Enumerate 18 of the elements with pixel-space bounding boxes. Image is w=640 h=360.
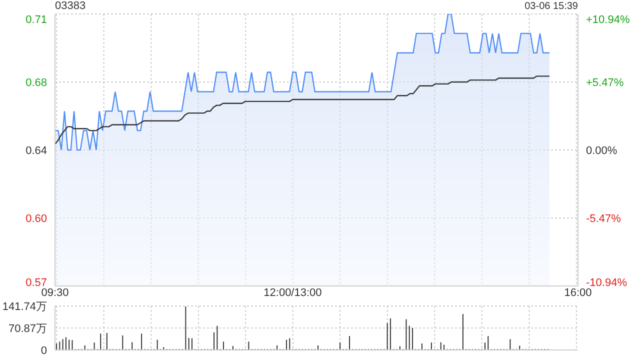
y2-tick-label: +10.94% (586, 14, 630, 26)
y2-tick-label: -10.94% (586, 277, 628, 289)
y-tick-label: 70.87万 (8, 323, 47, 335)
y-tick-label: 0.64 (26, 145, 47, 157)
y2-tick-label: +5.47% (586, 77, 624, 89)
text: 03-06 15:39 (524, 1, 578, 13)
x-tick-label: 16:00 (564, 287, 592, 299)
y-tick-label: 0.57 (26, 277, 47, 289)
x-tick-label: 12:00/13:00 (264, 287, 322, 299)
y-tick-label: 0.71 (26, 14, 47, 26)
x-tick-label: 09:30 (41, 287, 69, 299)
y2-tick-label: 0.00% (586, 145, 618, 157)
y-tick-label: 0.60 (26, 213, 47, 225)
y-tick-label: 141.74万 (2, 301, 47, 313)
y-tick-label: 0.68 (26, 77, 47, 89)
y-tick-label: 0 (40, 345, 47, 357)
chart-title: 03383 (55, 0, 86, 13)
y2-tick-label: -5.47% (586, 213, 622, 225)
